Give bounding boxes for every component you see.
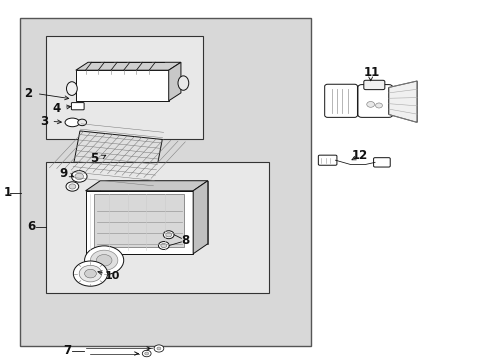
- Text: 9: 9: [60, 167, 67, 180]
- FancyBboxPatch shape: [324, 84, 357, 117]
- FancyBboxPatch shape: [318, 155, 336, 165]
- Circle shape: [158, 242, 169, 249]
- Text: 3: 3: [40, 115, 48, 128]
- Text: 6: 6: [27, 220, 35, 233]
- Bar: [76, 70, 168, 101]
- Ellipse shape: [66, 82, 77, 95]
- Circle shape: [66, 182, 79, 191]
- Bar: [94, 194, 184, 247]
- Circle shape: [79, 265, 102, 282]
- Ellipse shape: [65, 118, 80, 127]
- Bar: [46, 36, 203, 139]
- Circle shape: [71, 171, 87, 182]
- Polygon shape: [168, 62, 181, 101]
- Circle shape: [161, 243, 166, 248]
- Circle shape: [96, 255, 112, 266]
- Text: 7: 7: [63, 344, 71, 357]
- Circle shape: [375, 103, 382, 108]
- Circle shape: [75, 173, 83, 180]
- FancyBboxPatch shape: [373, 158, 389, 167]
- Polygon shape: [100, 181, 207, 244]
- Polygon shape: [193, 181, 207, 254]
- Text: 5: 5: [90, 152, 98, 165]
- FancyBboxPatch shape: [357, 85, 392, 117]
- Circle shape: [144, 352, 148, 355]
- Circle shape: [90, 250, 118, 270]
- Circle shape: [165, 233, 171, 237]
- Polygon shape: [388, 81, 416, 122]
- Text: 11: 11: [363, 66, 379, 78]
- Circle shape: [366, 102, 374, 107]
- Bar: [20, 18, 310, 346]
- Polygon shape: [85, 181, 207, 191]
- FancyBboxPatch shape: [363, 80, 384, 90]
- Text: 4: 4: [52, 102, 60, 114]
- Text: 8: 8: [182, 234, 189, 247]
- Text: 10: 10: [105, 271, 120, 281]
- Text: 1: 1: [4, 186, 12, 199]
- Bar: [85, 191, 193, 254]
- Polygon shape: [76, 62, 181, 70]
- Bar: [46, 162, 268, 293]
- Circle shape: [154, 345, 163, 352]
- Text: 2: 2: [24, 87, 32, 100]
- Bar: [72, 131, 162, 179]
- Circle shape: [142, 350, 151, 357]
- Circle shape: [157, 347, 161, 350]
- Circle shape: [73, 261, 107, 286]
- Text: 12: 12: [351, 149, 367, 162]
- Ellipse shape: [178, 76, 188, 90]
- Circle shape: [163, 231, 174, 239]
- Ellipse shape: [78, 119, 86, 126]
- Circle shape: [69, 184, 76, 189]
- Circle shape: [84, 246, 123, 275]
- Circle shape: [84, 269, 96, 278]
- FancyBboxPatch shape: [71, 103, 84, 110]
